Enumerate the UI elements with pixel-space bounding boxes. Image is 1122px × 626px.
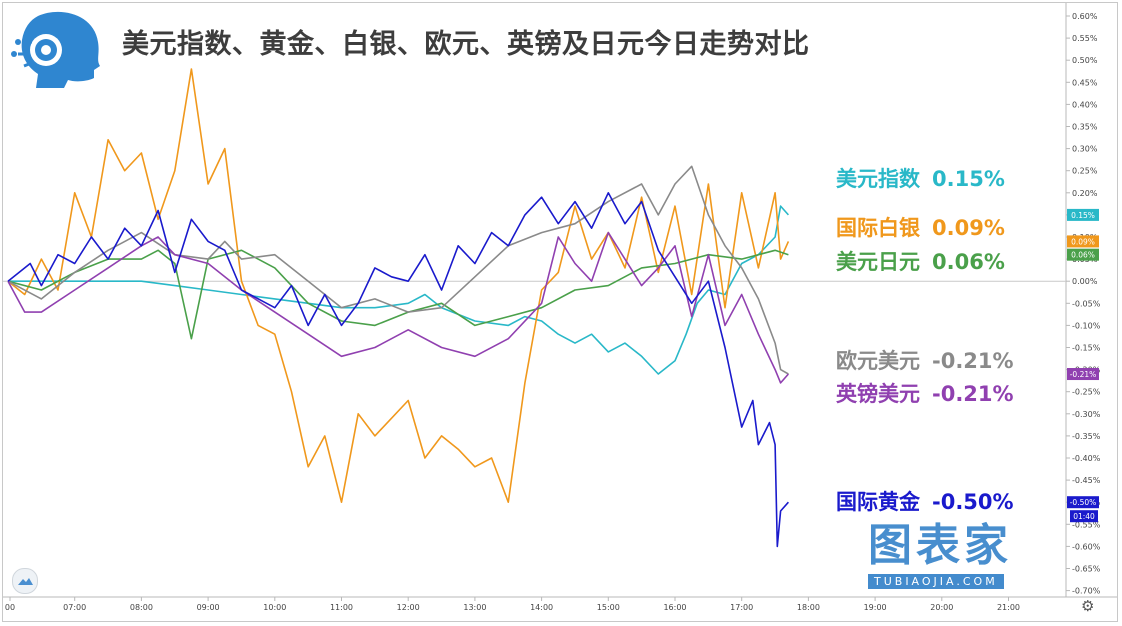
series-line	[7, 231, 790, 384]
gear-icon[interactable]: ⚙	[1081, 597, 1095, 615]
price-badges: 0.15%0.09%0.06%-0.21%-0.21%-0.50%01:40	[1067, 208, 1099, 523]
series-annotation: 英镑美元 -0.21%	[836, 378, 1014, 408]
y-tick-label: 0.30%	[1072, 145, 1098, 154]
x-tick-label: 15:00	[597, 603, 620, 612]
y-tick-label: -0.40%	[1072, 454, 1101, 463]
y-tick-label: -0.30%	[1072, 410, 1101, 419]
series-annotation: 美元指数 0.15%	[836, 163, 1005, 193]
price-badge	[1067, 208, 1099, 221]
y-tick-label: 0.40%	[1072, 100, 1098, 109]
price-badge	[1067, 235, 1099, 248]
series-name: 国际白银	[836, 216, 920, 240]
series-line	[8, 205, 789, 375]
x-tick-label: 17:00	[730, 603, 753, 612]
series-annotation: 美元日元 0.06%	[836, 246, 1005, 276]
series-annotation: 欧元美元 -0.21%	[836, 345, 1014, 375]
series-value: -0.50%	[932, 490, 1014, 514]
y-tick-label: -0.45%	[1072, 476, 1101, 485]
x-tick-label: 07:00	[63, 603, 86, 612]
watermark-en: TUBIAOJIA.COM	[868, 574, 1004, 589]
watermark-cn: 图表家	[868, 520, 1012, 571]
watermark: 图表家 TUBIAOJIA.COM	[868, 520, 1038, 589]
y-tick-label: -0.60%	[1072, 542, 1101, 551]
price-badge-label: 0.15%	[1071, 211, 1095, 220]
x-axis: 00 07:00 08:00 09:00 10:00 11:00 12:00 13:00 14:…	[5, 597, 1020, 612]
series-name: 美元日元	[836, 250, 920, 274]
x-tick-label: 14:00	[530, 603, 553, 612]
y-tick-label: -0.05%	[1072, 299, 1101, 308]
series-name: 美元指数	[836, 167, 920, 191]
y-tick-label: 0.00%	[1072, 277, 1098, 286]
series-annotation: 国际白银 0.09%	[836, 212, 1005, 242]
x-tick-label: 13:00	[463, 603, 486, 612]
y-tick-label: -0.70%	[1072, 587, 1101, 596]
price-badge-label: 0.06%	[1071, 251, 1095, 260]
series-line	[7, 249, 789, 340]
x-tick-label: 12:00	[397, 603, 420, 612]
y-tick-label: -0.55%	[1072, 520, 1101, 529]
series-name: 欧元美元	[836, 349, 920, 373]
y-tick-label: -0.25%	[1072, 388, 1101, 397]
y-tick-label: 0.55%	[1072, 34, 1098, 43]
y-tick-label: 0.50%	[1072, 56, 1098, 65]
y-tick-label: -0.10%	[1072, 321, 1101, 330]
x-tick-label: 09:00	[197, 603, 220, 612]
price-badge-label: -0.50%	[1070, 498, 1097, 507]
x-tick-label: 20:00	[930, 603, 953, 612]
tradingview-cloud-icon[interactable]	[12, 568, 38, 594]
x-tick-label: 19:00	[864, 603, 887, 612]
series-annotation: 国际黄金 -0.50%	[836, 486, 1014, 516]
x-tick-label: 18:00	[797, 603, 820, 612]
series-name: 英镑美元	[836, 382, 920, 406]
series-value: 0.06%	[932, 250, 1005, 274]
chart-title: 美元指数、黄金、白银、欧元、英镑及日元今日走势对比	[122, 29, 810, 60]
x-tick-label: 16:00	[663, 603, 686, 612]
x-tick-label: 11:00	[330, 603, 353, 612]
series-value: 0.09%	[932, 216, 1005, 240]
y-tick-label: 0.35%	[1072, 123, 1098, 132]
price-badge-label: -0.21%	[1070, 370, 1097, 379]
y-tick-label: -0.15%	[1072, 344, 1101, 353]
series-value: -0.21%	[932, 349, 1014, 373]
price-badge	[1067, 248, 1099, 261]
y-tick-label: -0.65%	[1072, 565, 1101, 574]
y-tick-label: 0.20%	[1072, 189, 1098, 198]
price-badge	[1067, 368, 1099, 381]
series-name: 国际黄金	[836, 490, 920, 514]
time-badge-label: 01:40	[1073, 512, 1095, 521]
x-tick-label: 00	[5, 603, 15, 612]
time-badge	[1070, 510, 1098, 523]
y-tick-label: 0.60%	[1072, 12, 1098, 21]
y-tick-label: 0.25%	[1072, 167, 1098, 176]
grid	[3, 3, 1117, 598]
series-value: -0.21%	[932, 382, 1014, 406]
y-tick-label: 0.45%	[1072, 78, 1098, 87]
robot-head-icon	[11, 11, 100, 88]
series-line	[7, 68, 790, 503]
x-tick-label: 21:00	[997, 603, 1020, 612]
series-layer	[7, 68, 790, 548]
x-tick-label: 10:00	[263, 603, 286, 612]
x-tick-label: 08:00	[130, 603, 153, 612]
price-badge	[1067, 496, 1099, 509]
y-tick-label: -0.35%	[1072, 432, 1101, 441]
series-value: 0.15%	[932, 167, 1005, 191]
price-badge-label: 0.09%	[1071, 237, 1095, 246]
series-line	[7, 192, 789, 548]
